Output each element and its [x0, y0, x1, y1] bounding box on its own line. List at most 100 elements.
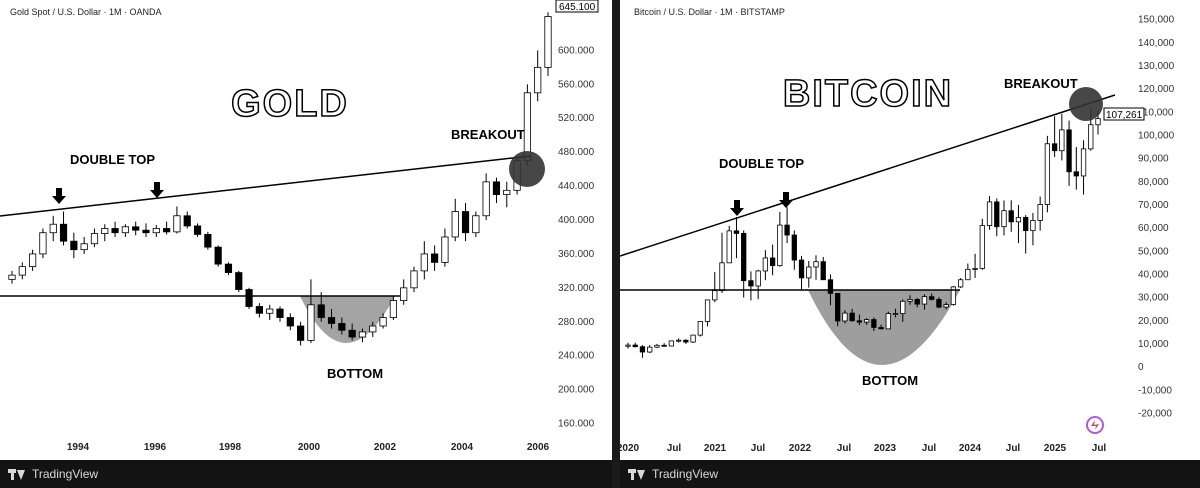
x-tick-label: 1994 [67, 442, 90, 453]
candle-body [266, 308, 274, 314]
candle [18, 262, 26, 280]
candle-body [410, 270, 418, 289]
candle-body [842, 312, 848, 322]
candle [842, 310, 848, 324]
y-tick-label: 520.000 [558, 113, 595, 124]
candle-body [1073, 171, 1079, 177]
tradingview-wordmark: TradingView [652, 467, 719, 481]
arrow-head [730, 208, 744, 216]
candle [389, 296, 397, 321]
x-tick-label: Jul [751, 443, 766, 454]
candle [173, 206, 181, 234]
candle [719, 232, 725, 293]
candle [929, 293, 935, 301]
candle-body [965, 268, 971, 281]
candle-body [276, 308, 284, 318]
y-tick-label: 600.000 [558, 45, 595, 56]
candle [297, 321, 305, 346]
candle [639, 345, 646, 358]
candle-body [503, 189, 511, 195]
candle [101, 224, 109, 242]
arrow-stem [734, 200, 740, 208]
candle-body [523, 92, 531, 162]
candle [798, 255, 805, 291]
candle-body [369, 325, 377, 333]
candle [878, 324, 884, 330]
candle [769, 244, 776, 276]
candle-body [1080, 148, 1087, 177]
candle-body [647, 346, 653, 353]
candle-body [798, 259, 805, 279]
down-arrow-icon [52, 188, 66, 204]
candle-body [900, 300, 906, 314]
candle [733, 216, 740, 259]
arrow-head [150, 190, 164, 198]
candle-body [777, 224, 783, 267]
candle-body [59, 223, 68, 242]
candle [712, 272, 718, 303]
x-tick-label: 1996 [144, 442, 167, 453]
y-tick-label: 280.000 [558, 317, 595, 328]
gold-panel: Gold Spot / U.S. Dollar · 1M · OANDA 600.… [0, 0, 612, 481]
candle [163, 221, 171, 235]
candle-body [49, 223, 57, 234]
x-tick-label: Jul [837, 443, 852, 454]
y-tick-label: 160.000 [558, 419, 595, 430]
x-tick-label: 2002 [374, 442, 397, 453]
candle [907, 295, 913, 305]
candle-body [348, 329, 356, 338]
candle [1059, 113, 1065, 161]
x-tick-label: Jul [1092, 443, 1107, 454]
candle-body [878, 327, 884, 330]
x-tick-label: 1998 [219, 442, 242, 453]
y-tick-label: 130,000 [1138, 61, 1175, 72]
y-tick-label: 0 [1138, 362, 1144, 373]
x-tick-label: Jul [667, 443, 682, 454]
x-tick-label: 2025 [1044, 443, 1067, 454]
candle-body [762, 257, 769, 272]
bitcoin-footer: TradingView [620, 460, 1200, 488]
candle [235, 270, 243, 293]
candle-body [950, 286, 957, 305]
breakout-label: BREAKOUT [451, 127, 525, 142]
tradingview-wordmark: TradingView [32, 467, 99, 481]
candle [675, 338, 682, 343]
candle-body [1066, 129, 1072, 173]
candle [39, 228, 47, 259]
candle-body [163, 228, 171, 233]
candle-body [929, 296, 935, 300]
tradingview-logo[interactable]: TradingView [8, 467, 98, 481]
candle [647, 345, 653, 354]
candle-body [317, 304, 325, 318]
candle-body [431, 253, 439, 263]
y-tick-label: 560.000 [558, 79, 595, 90]
candle [863, 318, 870, 325]
candle [420, 241, 428, 280]
arrow-stem [154, 182, 160, 190]
y-tick-label: 50,000 [1138, 246, 1169, 257]
candle [1073, 147, 1079, 190]
candle-body [307, 304, 315, 341]
candle-body [748, 280, 754, 287]
candle [979, 218, 985, 270]
candle-body [827, 279, 834, 294]
candle-body [297, 325, 305, 341]
down-arrow-icon [779, 192, 793, 208]
candle-body [979, 225, 985, 269]
candle-body [690, 334, 696, 343]
breakout-label: BREAKOUT [1004, 76, 1078, 91]
bitcoin-panel: Bitcoin / U.S. Dollar · 1M · BITSTAMP 150… [620, 0, 1200, 488]
candle [965, 263, 971, 281]
candle [255, 303, 263, 318]
candle-body [791, 234, 797, 261]
arrow-stem [56, 188, 62, 196]
candle [183, 211, 191, 229]
price-label: 107,261 [1106, 110, 1143, 121]
tradingview-logo[interactable]: TradingView [628, 467, 718, 481]
candle [972, 253, 978, 278]
candle-body [986, 201, 993, 226]
candle [111, 221, 119, 237]
candle [358, 328, 367, 343]
candle-body [907, 299, 913, 302]
candle-body [1095, 118, 1101, 126]
